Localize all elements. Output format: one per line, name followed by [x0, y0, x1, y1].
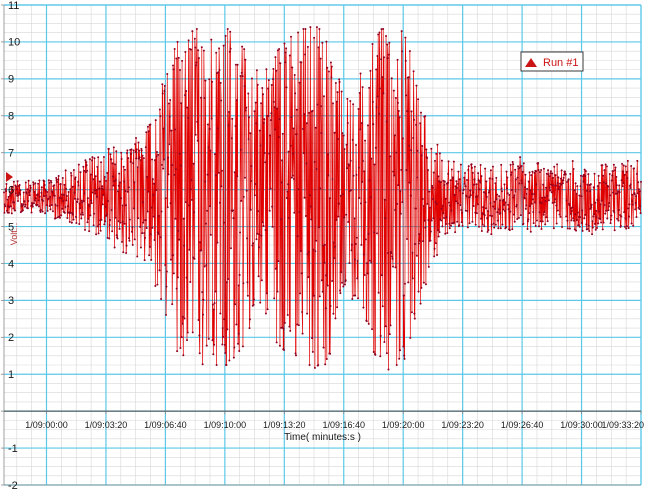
svg-text:Volt...: Volt...: [9, 223, 19, 246]
svg-text:3: 3: [8, 295, 14, 307]
svg-text:4: 4: [8, 258, 14, 270]
svg-text:7: 7: [8, 147, 14, 159]
svg-text:1/09:26:40: 1/09:26:40: [501, 420, 544, 430]
svg-text:1/09:30:00: 1/09:30:00: [560, 420, 603, 430]
svg-text:9: 9: [8, 74, 14, 86]
svg-text:1/09:06:40: 1/09:06:40: [144, 420, 187, 430]
svg-text:Run #1: Run #1: [543, 57, 578, 69]
svg-text:-1: -1: [8, 443, 18, 455]
svg-text:1/09:16:40: 1/09:16:40: [322, 420, 365, 430]
svg-text:10: 10: [8, 37, 20, 49]
svg-text:8: 8: [8, 111, 14, 123]
svg-text:2: 2: [8, 332, 14, 344]
svg-text:-2: -2: [8, 480, 18, 492]
svg-text:11: 11: [8, 0, 19, 12]
svg-text:1: 1: [8, 369, 14, 381]
svg-text:Time( minutes:s ): Time( minutes:s ): [284, 432, 361, 443]
svg-text:1/09:03:20: 1/09:03:20: [85, 420, 128, 430]
svg-text:1/09:23:20: 1/09:23:20: [441, 420, 484, 430]
svg-text:1/09:33:20: 1/09:33:20: [601, 420, 644, 430]
svg-text:1/09:20:00: 1/09:20:00: [382, 420, 425, 430]
svg-text:1/09:13:20: 1/09:13:20: [263, 420, 306, 430]
svg-text:1/09:10:00: 1/09:10:00: [204, 420, 247, 430]
svg-text:6: 6: [8, 184, 14, 196]
svg-text:1/09:00:00: 1/09:00:00: [25, 420, 68, 430]
